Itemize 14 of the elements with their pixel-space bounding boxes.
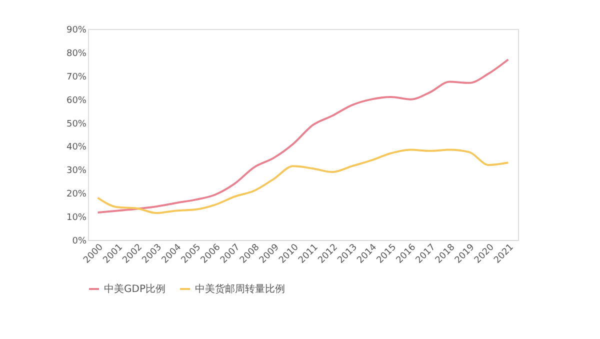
line-series [96, 148, 510, 214]
y-tick-label: 90% [66, 26, 87, 36]
y-tick-label: 0% [72, 236, 87, 246]
y-tick-label: 40% [66, 142, 87, 153]
legend-label: 中美货邮周转量比例 [195, 283, 285, 295]
y-tick-label: 60% [66, 96, 87, 106]
y-tick-label: 30% [66, 166, 87, 176]
y-tick-label: 80% [66, 48, 87, 59]
y-tick-label: 50% [66, 119, 87, 130]
y-tick-label: 20% [66, 190, 87, 200]
y-tick-label: 70% [66, 72, 87, 82]
line-series [96, 58, 510, 214]
legend-label: 中美GDP比例 [104, 283, 166, 295]
y-tick-label: 10% [66, 213, 87, 224]
